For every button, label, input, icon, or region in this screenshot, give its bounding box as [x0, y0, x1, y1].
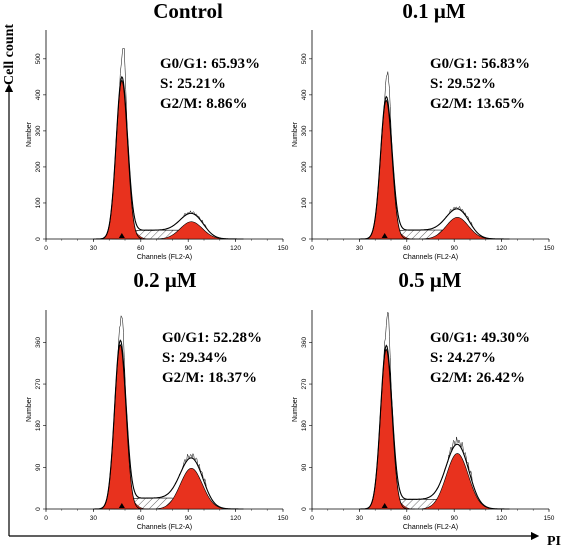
x-tick-label: 0	[44, 515, 48, 522]
y-axis-label: Number	[26, 396, 33, 422]
stat-line: G0/G1: 56.83%	[430, 56, 530, 72]
x-tick-label: 150	[278, 515, 289, 522]
y-tick-label: 180	[301, 420, 308, 431]
panel-0.2uM: 0.2 μM G0/G1: 52.28% S: 29.34% G2/M: 18.37%…	[26, 268, 289, 531]
outer-x-label: PI	[547, 534, 561, 548]
g1-peak-area	[97, 343, 143, 510]
raw-histogram	[360, 71, 508, 240]
stat-line: S: 24.27%	[430, 350, 496, 366]
raw-histogram	[94, 47, 242, 240]
x-axis-label: Channels (FL2-A)	[403, 254, 458, 261]
y-tick-label: 90	[35, 463, 42, 471]
y-tick-label: 90	[301, 463, 308, 471]
outer-y-label: Cell count	[2, 24, 17, 85]
y-tick-label: 200	[35, 161, 42, 172]
y-tick-label: 200	[301, 161, 308, 172]
stat-line: S: 29.52%	[430, 76, 496, 92]
x-axis-label: Channels (FL2-A)	[137, 524, 192, 531]
y-tick-label: 360	[35, 337, 42, 348]
x-tick-label: 30	[356, 245, 364, 252]
y-tick-label: 0	[35, 507, 42, 511]
g1-peak-area	[363, 348, 409, 510]
x-tick-label: 30	[90, 515, 98, 522]
stat-line: G2/M: 8.86%	[160, 96, 248, 112]
y-tick-label: 270	[301, 378, 308, 389]
panel-control: Control G0/G1: 65.93% S: 25.21% G2/M: 8.86%…	[26, 0, 289, 261]
raw-histogram	[360, 312, 508, 510]
panel-title: Control	[153, 0, 223, 23]
g2m-peak-area	[156, 467, 227, 510]
x-tick-label: 120	[496, 245, 507, 252]
panel-0.1uM: 0.1 μM G0/G1: 56.83% S: 29.52% G2/M: 13.65%…	[292, 0, 555, 261]
y-tick-label: 270	[35, 378, 42, 389]
y-tick-label: 180	[35, 420, 42, 431]
x-tick-label: 60	[137, 515, 145, 522]
g2m-peak-area	[156, 221, 227, 240]
y-tick-label: 0	[301, 507, 308, 511]
raw-histogram	[94, 314, 242, 510]
y-tick-label: 100	[35, 197, 42, 208]
x-tick-label: 120	[230, 245, 241, 252]
y-tick-label: 400	[301, 89, 308, 100]
x-tick-label: 90	[185, 515, 193, 522]
y-axis-label: Number	[26, 121, 33, 147]
x-tick-label: 0	[310, 245, 314, 252]
x-tick-label: 0	[310, 515, 314, 522]
g2m-peak-area	[422, 453, 493, 510]
x-tick-label: 150	[544, 515, 555, 522]
panel-title: 0.2 μM	[133, 268, 196, 292]
peak-marker	[381, 503, 388, 508]
panel-title: 0.5 μM	[398, 268, 461, 292]
stat-line: G0/G1: 49.30%	[430, 330, 530, 346]
x-tick-label: 30	[356, 515, 364, 522]
x-tick-label: 60	[403, 515, 411, 522]
x-tick-label: 120	[496, 515, 507, 522]
x-tick-label: 60	[137, 245, 145, 252]
x-tick-label: 90	[451, 515, 459, 522]
peak-marker	[381, 233, 388, 238]
x-tick-label: 150	[544, 245, 555, 252]
x-tick-label: 0	[44, 245, 48, 252]
x-tick-label: 90	[185, 245, 193, 252]
stat-line: G0/G1: 52.28%	[162, 330, 262, 346]
stat-line: G2/M: 13.65%	[430, 96, 525, 112]
y-tick-label: 0	[35, 237, 42, 241]
y-tick-label: 400	[35, 89, 42, 100]
stat-line: G0/G1: 65.93%	[160, 56, 260, 72]
x-axis-label: Channels (FL2-A)	[403, 524, 458, 531]
stat-line: S: 29.34%	[162, 350, 228, 366]
stat-line: G2/M: 18.37%	[162, 370, 257, 386]
x-tick-label: 150	[278, 245, 289, 252]
panel-0.5uM: 0.5 μM G0/G1: 49.30% S: 24.27% G2/M: 26.42%…	[292, 268, 555, 531]
y-tick-label: 0	[301, 237, 308, 241]
x-tick-label: 90	[451, 245, 459, 252]
x-tick-label: 30	[90, 245, 98, 252]
x-tick-label: 120	[230, 515, 241, 522]
x-tick-label: 60	[403, 245, 411, 252]
peak-marker	[118, 233, 125, 238]
stat-line: G2/M: 26.42%	[430, 370, 525, 386]
x-axis-label: Channels (FL2-A)	[137, 254, 192, 261]
g2m-peak-area	[422, 217, 493, 240]
y-tick-label: 300	[35, 125, 42, 136]
g1-peak-area	[99, 79, 145, 240]
g1-peak-area	[363, 99, 409, 240]
peak-marker	[118, 503, 125, 508]
y-axis-label: Number	[292, 396, 299, 422]
stat-line: S: 25.21%	[160, 76, 226, 92]
y-tick-label: 500	[301, 53, 308, 64]
panel-title: 0.1 μM	[402, 0, 465, 23]
y-tick-label: 300	[301, 125, 308, 136]
y-axis-label: Number	[292, 121, 299, 147]
y-tick-label: 100	[301, 197, 308, 208]
y-tick-label: 500	[35, 53, 42, 64]
y-tick-label: 360	[301, 337, 308, 348]
